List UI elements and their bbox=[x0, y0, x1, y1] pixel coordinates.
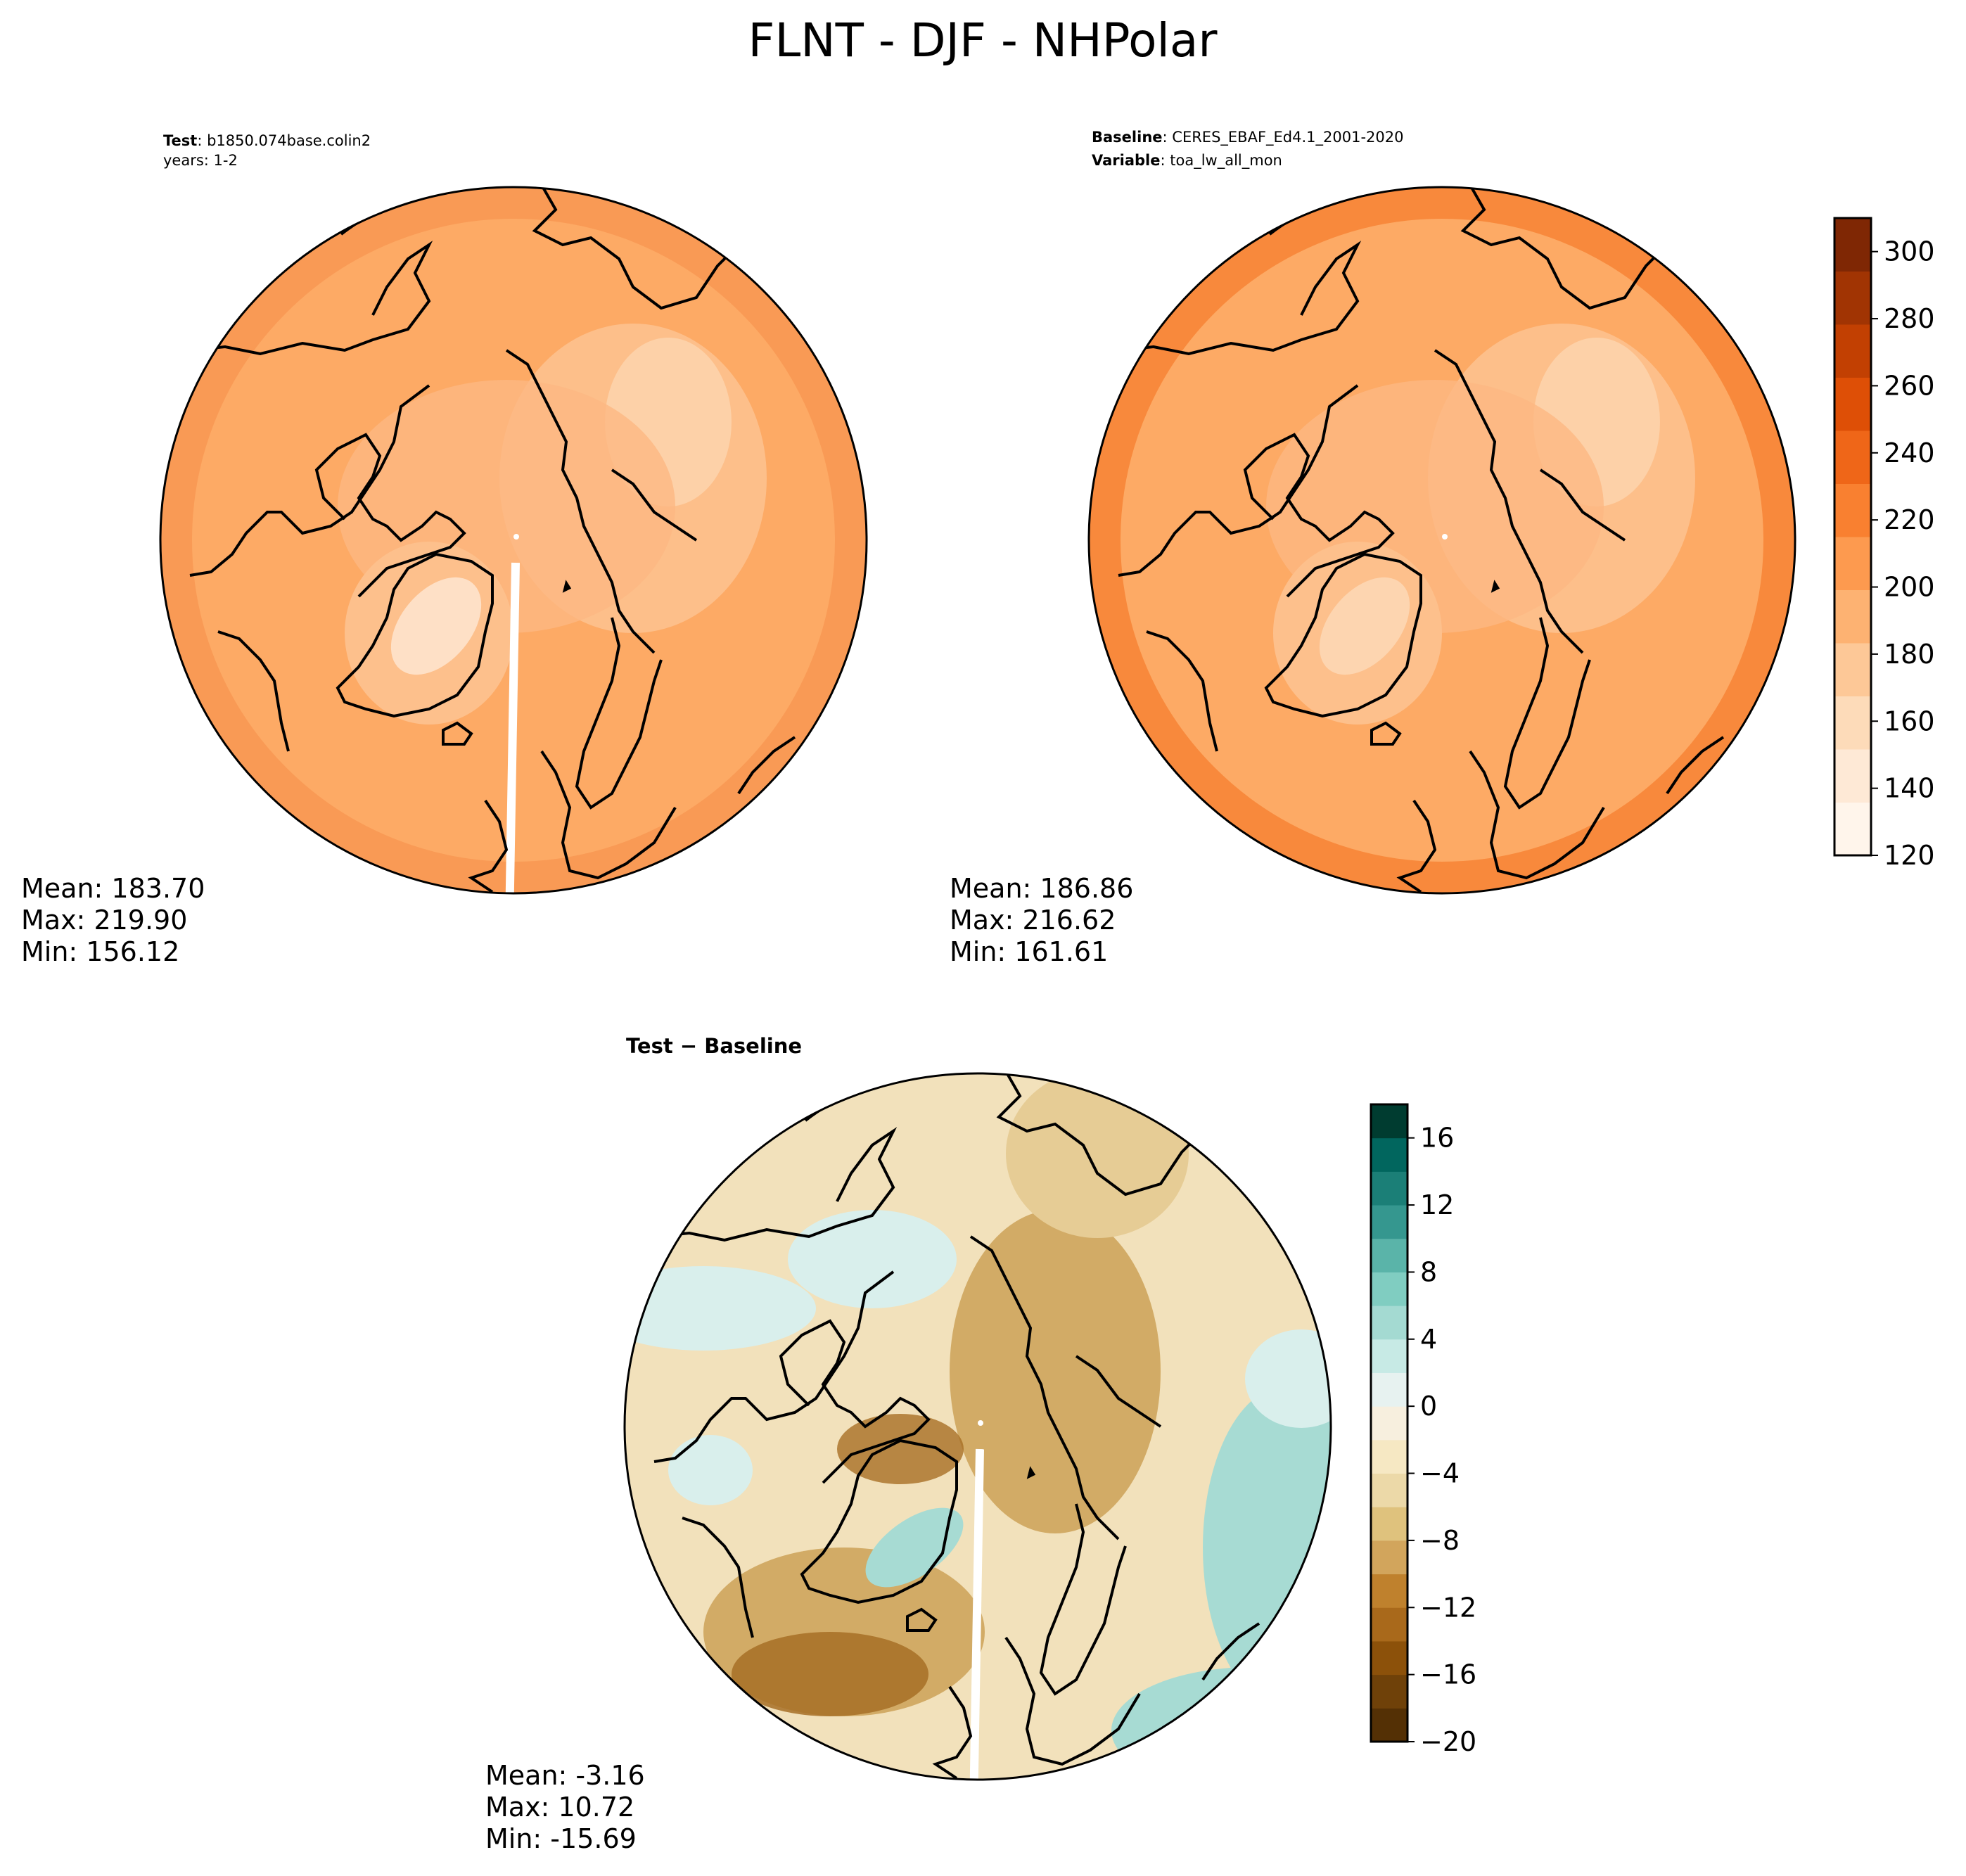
colorbar-tick-label: −20 bbox=[1420, 1726, 1476, 1757]
baseline-label: Baseline: CERES_EBAF_Ed4.1_2001-2020 bbox=[1092, 129, 1403, 146]
baseline-variable: Variable: toa_lw_all_mon bbox=[1092, 152, 1282, 170]
test-panel: Test: b1850.074base.colin2 years: 1-2 Me… bbox=[21, 132, 868, 967]
main-colorbar: 120 140 160 180 200 220 240 260 280 300 bbox=[1833, 217, 1935, 871]
colorbar-segment bbox=[1371, 1473, 1408, 1507]
colorbar-tick-label: −4 bbox=[1420, 1458, 1460, 1489]
diff-map bbox=[625, 1073, 1331, 1780]
colorbar-segment bbox=[1371, 1306, 1408, 1340]
test-map bbox=[160, 187, 867, 893]
baseline-map-border bbox=[1087, 186, 1796, 895]
baseline-min: Min: 161.61 bbox=[950, 936, 1108, 967]
baseline-max: Max: 216.62 bbox=[950, 905, 1116, 936]
diff-map-border bbox=[623, 1072, 1332, 1781]
colorbar-segment bbox=[1834, 377, 1871, 431]
colorbar-tick-label: −16 bbox=[1420, 1659, 1476, 1690]
colorbar-segment bbox=[1834, 324, 1871, 378]
test-mean: Mean: 183.70 bbox=[21, 873, 205, 904]
colorbar-segment bbox=[1371, 1674, 1408, 1709]
colorbar-segment bbox=[1371, 1339, 1408, 1373]
colorbar-tick-label: 220 bbox=[1884, 504, 1935, 535]
colorbar-tick-label: −12 bbox=[1420, 1592, 1476, 1623]
colorbar-segment bbox=[1371, 1507, 1408, 1541]
colorbar-segment bbox=[1371, 1640, 1408, 1676]
colorbar-tick-label: −8 bbox=[1420, 1525, 1460, 1556]
colorbar-segment bbox=[1371, 1372, 1408, 1407]
colorbar-tick-label: 240 bbox=[1884, 438, 1935, 468]
colorbar-tick-label: 280 bbox=[1884, 303, 1935, 334]
colorbar-segment bbox=[1371, 1574, 1408, 1608]
test-label: Test: b1850.074base.colin2 bbox=[163, 132, 371, 149]
colorbar-segment bbox=[1834, 749, 1871, 803]
colorbar-segment bbox=[1834, 802, 1871, 856]
colorbar-segment bbox=[1371, 1439, 1408, 1474]
colorbar-segment bbox=[1371, 1540, 1408, 1575]
colorbar-segment bbox=[1834, 271, 1871, 325]
colorbar-segment bbox=[1834, 537, 1871, 590]
colorbar-segment bbox=[1371, 1137, 1408, 1172]
colorbar-segment bbox=[1834, 696, 1871, 750]
test-map-border bbox=[159, 186, 868, 895]
colorbar-tick-label: 4 bbox=[1420, 1324, 1437, 1355]
colorbar-tick-label: 0 bbox=[1420, 1391, 1437, 1422]
colorbar-segment bbox=[1834, 589, 1871, 644]
colorbar-tick-label: 180 bbox=[1884, 639, 1935, 670]
colorbar-segment bbox=[1834, 483, 1871, 537]
baseline-panel: Baseline: CERES_EBAF_Ed4.1_2001-2020 Var… bbox=[950, 129, 1796, 967]
colorbar-segment bbox=[1834, 430, 1871, 484]
diff-mean: Mean: -3.16 bbox=[485, 1760, 645, 1791]
colorbar-segment bbox=[1371, 1406, 1408, 1441]
colorbar-segment bbox=[1371, 1171, 1408, 1206]
colorbar-tick-label: 120 bbox=[1884, 840, 1935, 871]
colorbar-tick-label: 160 bbox=[1884, 706, 1935, 736]
colorbar-tick-label: 300 bbox=[1884, 236, 1935, 267]
colorbar-tick-label: 260 bbox=[1884, 370, 1935, 401]
colorbar-frame bbox=[1370, 1103, 1409, 1743]
diff-max: Max: 10.72 bbox=[485, 1792, 634, 1823]
colorbar-tick-label: 140 bbox=[1884, 773, 1935, 804]
diff-min: Min: -15.69 bbox=[485, 1823, 637, 1854]
colorbar-segment bbox=[1834, 218, 1871, 272]
baseline-map bbox=[1089, 187, 1795, 893]
colorbar-tick-label: 16 bbox=[1420, 1123, 1454, 1154]
colorbar-tick-label: 200 bbox=[1884, 572, 1935, 603]
colorbar-frame bbox=[1833, 217, 1872, 857]
figure-title: FLNT - DJF - NHPolar bbox=[748, 13, 1218, 68]
diff-panel: Test − Baseline Mean: -3.16 Max: 10.72 M… bbox=[485, 1034, 1332, 1854]
colorbar-tick-label: 8 bbox=[1420, 1256, 1437, 1287]
colorbar-segment bbox=[1371, 1104, 1408, 1139]
test-years: years: 1-2 bbox=[163, 152, 238, 169]
colorbar-segment bbox=[1371, 1205, 1408, 1239]
baseline-mean: Mean: 186.86 bbox=[950, 873, 1133, 904]
test-max: Max: 219.90 bbox=[21, 905, 187, 936]
colorbar-segment bbox=[1371, 1708, 1408, 1742]
diff-colorbar: −20 −16 −12 −8 −4 0 4 8 12 16 bbox=[1370, 1103, 1476, 1757]
colorbar-segment bbox=[1834, 643, 1871, 696]
test-min: Min: 156.12 bbox=[21, 936, 179, 967]
diff-title: Test − Baseline bbox=[626, 1034, 802, 1058]
colorbar-tick-label: 12 bbox=[1420, 1189, 1454, 1220]
colorbar-segment bbox=[1371, 1607, 1408, 1642]
colorbar-segment bbox=[1371, 1272, 1408, 1306]
colorbar-segment bbox=[1371, 1238, 1408, 1272]
